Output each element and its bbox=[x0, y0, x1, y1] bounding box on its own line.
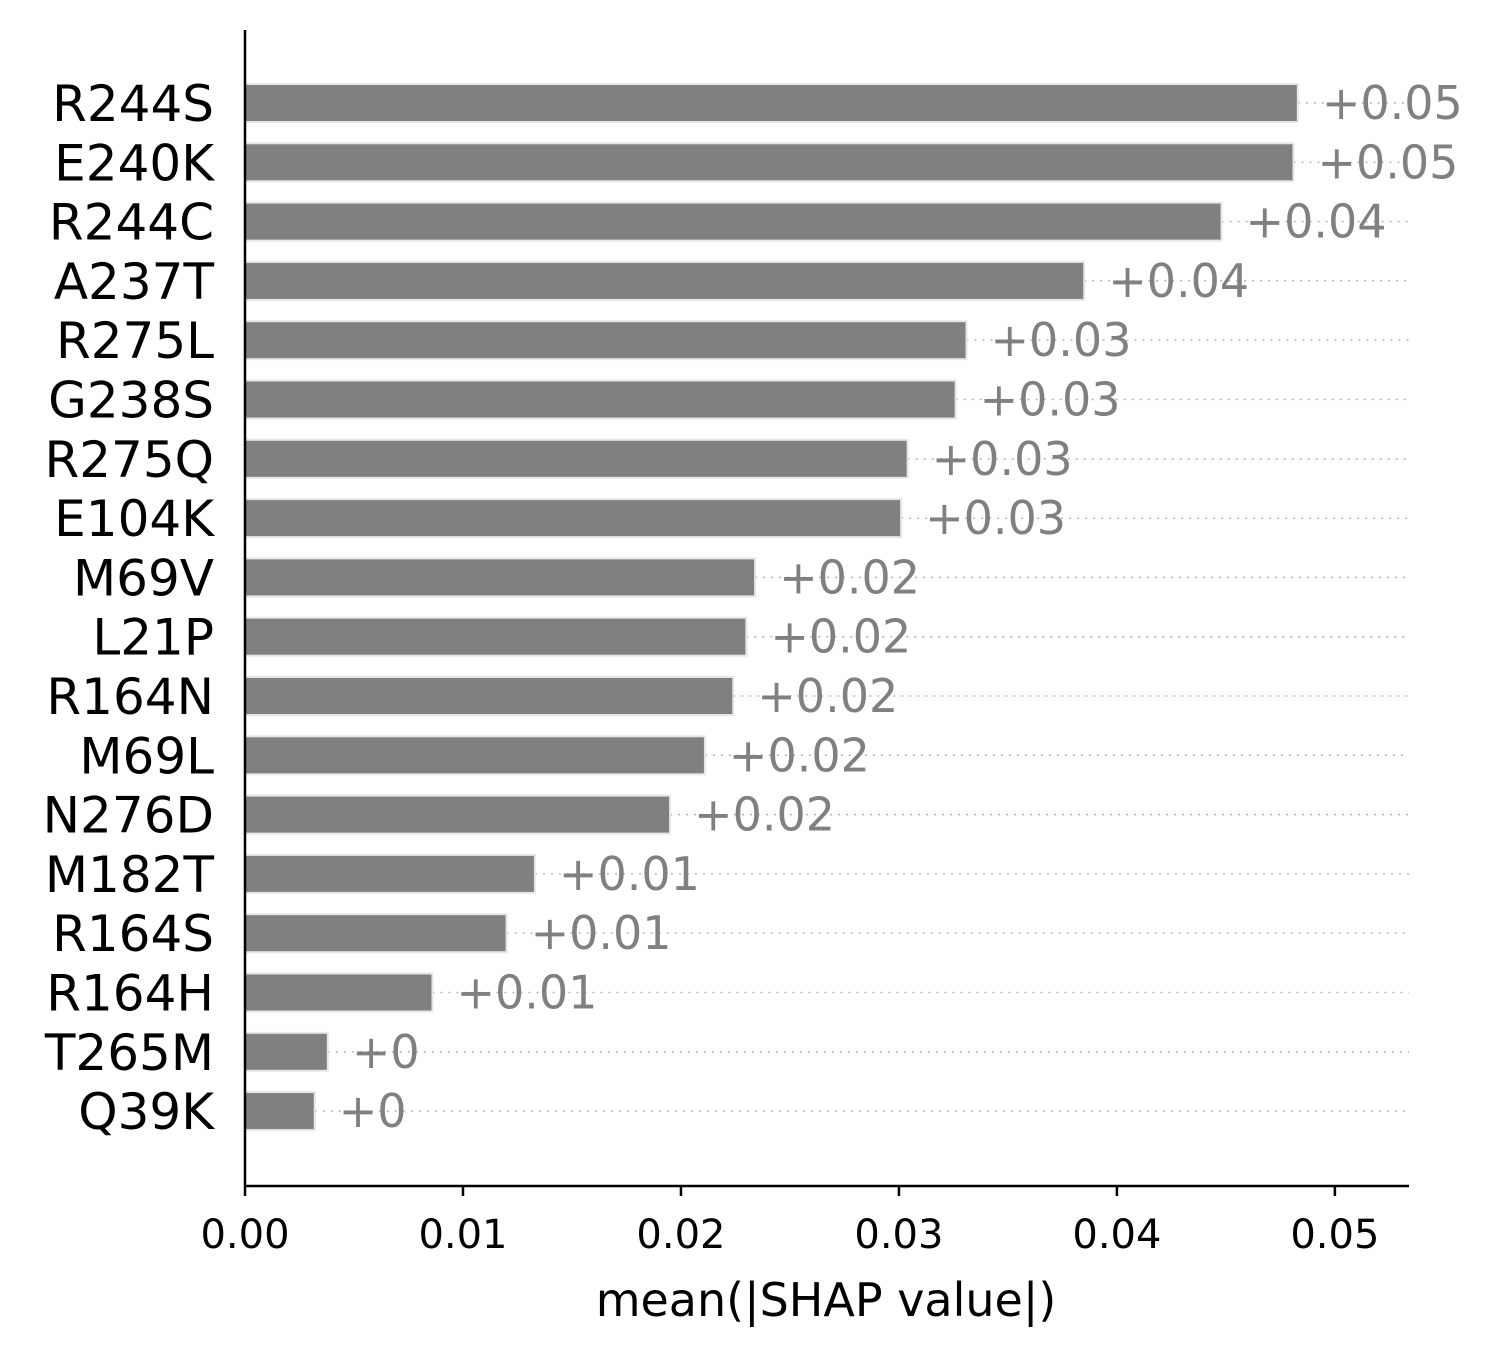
value-label-r164s: +0.01 bbox=[531, 906, 672, 960]
category-labels: R244SE240KR244CA237TR275LG238SR275QE104K… bbox=[43, 75, 216, 1141]
value-label-m69l: +0.02 bbox=[729, 728, 870, 782]
value-label-m69v: +0.02 bbox=[779, 550, 920, 604]
category-label-a237t: A237T bbox=[54, 253, 215, 311]
category-label-r244c: R244C bbox=[49, 194, 214, 252]
category-label-m69v: M69V bbox=[73, 549, 214, 607]
value-label-r164h: +0.01 bbox=[456, 966, 597, 1020]
bar-r244s bbox=[244, 83, 1299, 123]
x-tick-label: 0.00 bbox=[200, 1212, 289, 1258]
category-label-e104k: E104K bbox=[54, 490, 215, 548]
category-label-r164n: R164N bbox=[46, 668, 214, 726]
x-tick-label: 0.01 bbox=[418, 1212, 507, 1258]
value-label-m182t: +0.01 bbox=[559, 847, 700, 901]
category-label-r244s: R244S bbox=[52, 75, 214, 133]
bar-m69l bbox=[244, 735, 706, 776]
category-label-m182t: M182T bbox=[45, 846, 215, 904]
value-label-r275l: +0.03 bbox=[991, 313, 1132, 367]
value-label-r244c: +0.04 bbox=[1246, 195, 1387, 249]
value-label-e104k: +0.03 bbox=[925, 491, 1066, 545]
bar-r164n bbox=[244, 676, 735, 716]
x-tick-label: 0.03 bbox=[854, 1212, 943, 1258]
category-label-q39k: Q39K bbox=[78, 1083, 215, 1141]
category-label-r275q: R275Q bbox=[44, 431, 214, 489]
x-tick-label: 0.05 bbox=[1290, 1212, 1379, 1258]
value-label-a237t: +0.04 bbox=[1108, 254, 1249, 308]
value-label-e240k: +0.05 bbox=[1317, 135, 1458, 189]
axes bbox=[243, 30, 1409, 1188]
bar-n276d bbox=[244, 794, 672, 835]
x-axis-title: mean(|SHAP value|) bbox=[596, 1273, 1057, 1328]
category-label-r164h: R164H bbox=[46, 965, 214, 1023]
bar-m182t bbox=[244, 853, 536, 894]
value-label-r275q: +0.03 bbox=[932, 432, 1073, 486]
bar-q39k bbox=[244, 1091, 316, 1132]
bar-e240k bbox=[244, 142, 1295, 183]
category-label-e240k: E240K bbox=[54, 134, 215, 192]
bar-t265m bbox=[244, 1031, 329, 1072]
bar-r164s bbox=[244, 913, 508, 954]
category-label-l21p: L21P bbox=[92, 609, 214, 667]
x-ticks: 0.00 0.01 0.02 0.03 0.04 0.05 bbox=[200, 1186, 1379, 1258]
category-label-r275l: R275L bbox=[56, 312, 214, 370]
bars bbox=[244, 83, 1299, 1132]
value-labels: +0.05+0.05+0.04+0.04+0.03+0.03+0.03+0.03… bbox=[339, 76, 1463, 1138]
bar-l21p bbox=[244, 616, 748, 657]
value-label-q39k: +0 bbox=[339, 1084, 407, 1138]
bar-g238s bbox=[244, 379, 957, 420]
row-guides bbox=[314, 102, 1409, 1112]
category-label-n276d: N276D bbox=[43, 787, 214, 845]
bar-r244c bbox=[244, 201, 1223, 242]
bar-a237t bbox=[244, 260, 1086, 301]
x-tick-label: 0.02 bbox=[636, 1212, 725, 1258]
bar-m69v bbox=[244, 557, 757, 598]
bar-r275q bbox=[244, 438, 909, 479]
bar-r164h bbox=[244, 972, 434, 1013]
value-label-n276d: +0.02 bbox=[694, 788, 835, 842]
value-label-r164n: +0.02 bbox=[757, 669, 898, 723]
category-label-r164s: R164S bbox=[52, 905, 214, 963]
category-label-m69l: M69L bbox=[79, 727, 214, 785]
category-label-g238s: G238S bbox=[48, 372, 214, 430]
x-tick-label: 0.04 bbox=[1072, 1212, 1161, 1258]
category-label-t265m: T265M bbox=[44, 1024, 214, 1082]
value-label-l21p: +0.02 bbox=[770, 610, 911, 664]
bar-r275l bbox=[244, 320, 968, 361]
bar-e104k bbox=[244, 498, 903, 539]
value-label-t265m: +0 bbox=[352, 1025, 420, 1079]
value-label-r244s: +0.05 bbox=[1322, 76, 1463, 130]
value-label-g238s: +0.03 bbox=[980, 373, 1121, 427]
